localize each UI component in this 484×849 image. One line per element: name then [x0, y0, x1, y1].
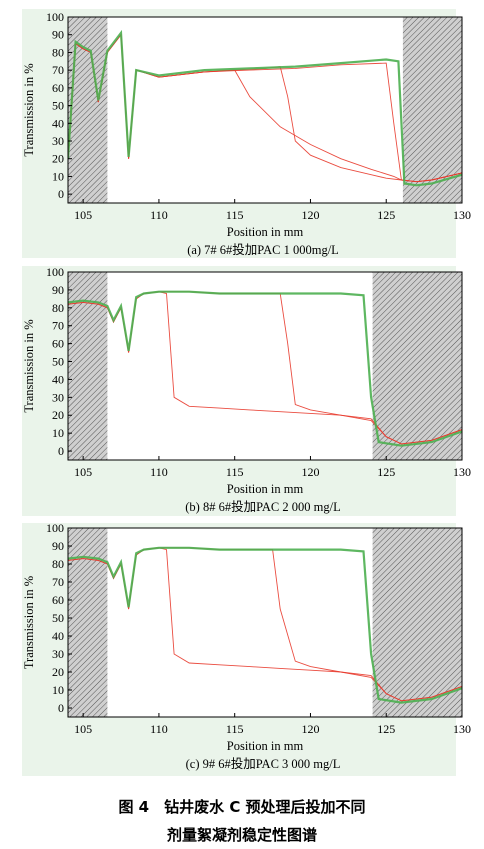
x-axis-label: Position in mm [227, 482, 304, 496]
y-tick-label: 80 [52, 45, 64, 59]
y-tick-label: 90 [52, 28, 64, 42]
y-axis-label: Transmission in % [22, 63, 36, 156]
x-tick-label: 130 [453, 722, 471, 736]
figure-caption-line1: 图 4 钻井废水 C 预处理后投加不同 [118, 798, 366, 816]
y-tick-label: 20 [52, 152, 64, 166]
hatched-region [372, 528, 462, 717]
y-tick-label: 50 [52, 355, 64, 369]
y-tick-label: 20 [52, 408, 64, 422]
y-axis-label: Transmission in % [22, 576, 36, 669]
hatched-region [372, 272, 462, 460]
y-tick-label: 90 [52, 539, 64, 553]
y-tick-label: 0 [58, 701, 64, 715]
x-tick-label: 115 [226, 465, 244, 479]
figure-caption-line2: 剂量絮凝剂稳定性图谱 [166, 826, 317, 844]
x-tick-label: 120 [301, 722, 319, 736]
panel-subtitle: (a) 7# 6#投加PAC 1 000mg/L [187, 242, 339, 257]
y-tick-label: 40 [52, 372, 64, 386]
x-tick-label: 120 [301, 465, 319, 479]
chart-panel-1: 0 10 20 30 40 50 60 70 80 90 100 105 110 115 120 125 130… [22, 9, 471, 258]
series-group [68, 29, 462, 187]
y-tick-label: 70 [52, 575, 64, 589]
x-tick-label: 115 [226, 722, 244, 736]
y-tick-label: 50 [52, 99, 64, 113]
y-tick-label: 70 [52, 63, 64, 77]
y-tick-label: 60 [52, 593, 64, 607]
y-tick-label: 70 [52, 319, 64, 333]
x-tick-label: 115 [226, 208, 244, 222]
y-tick-label: 10 [52, 169, 64, 183]
x-axis-label: Position in mm [227, 739, 304, 753]
series-group [68, 546, 462, 704]
x-tick-label: 105 [74, 208, 92, 222]
y-tick-label: 60 [52, 337, 64, 351]
y-tick-label: 40 [52, 629, 64, 643]
series-line [68, 546, 462, 704]
plot-frame [67, 527, 463, 718]
y-tick-label: 100 [46, 265, 64, 279]
hatched-region [68, 17, 108, 203]
series-group [68, 290, 462, 447]
y-tick-label: 80 [52, 301, 64, 315]
y-tick-label: 0 [58, 187, 64, 201]
y-tick-label: 100 [46, 10, 64, 24]
series-line [68, 29, 462, 187]
x-tick-label: 110 [150, 722, 168, 736]
x-tick-label: 120 [301, 208, 319, 222]
x-tick-label: 105 [74, 465, 92, 479]
chart-panel-2: 0 10 20 30 40 50 60 70 80 90 100 105 110 115 120 125 130… [22, 265, 471, 516]
plot-frame [67, 271, 463, 461]
x-tick-label: 130 [453, 465, 471, 479]
x-tick-label: 130 [453, 208, 471, 222]
y-tick-label: 40 [52, 116, 64, 130]
y-tick-label: 100 [46, 521, 64, 535]
y-tick-label: 30 [52, 647, 64, 661]
x-tick-label: 105 [74, 722, 92, 736]
y-tick-label: 10 [52, 426, 64, 440]
y-tick-label: 90 [52, 283, 64, 297]
x-tick-label: 125 [377, 465, 395, 479]
series-line [68, 290, 462, 447]
y-tick-label: 50 [52, 611, 64, 625]
x-tick-label: 125 [377, 722, 395, 736]
panel-subtitle: (b) 8# 6#投加PAC 2 000 mg/L [185, 499, 340, 514]
x-tick-label: 110 [150, 465, 168, 479]
y-tick-label: 30 [52, 134, 64, 148]
y-tick-label: 80 [52, 557, 64, 571]
hatched-region [402, 17, 462, 203]
x-tick-label: 110 [150, 208, 168, 222]
chart-panel-3: 0 10 20 30 40 50 60 70 80 90 100 105 110 115 120 125 130… [22, 521, 471, 776]
panel-subtitle: (c) 9# 6#投加PAC 3 000 mg/L [186, 756, 341, 771]
y-tick-label: 30 [52, 390, 64, 404]
y-tick-label: 20 [52, 665, 64, 679]
plot-frame [67, 16, 463, 204]
x-tick-label: 125 [377, 208, 395, 222]
y-tick-label: 0 [58, 444, 64, 458]
y-tick-label: 60 [52, 81, 64, 95]
y-tick-label: 10 [52, 683, 64, 697]
y-axis-label: Transmission in % [22, 319, 36, 412]
x-axis-label: Position in mm [227, 225, 304, 239]
